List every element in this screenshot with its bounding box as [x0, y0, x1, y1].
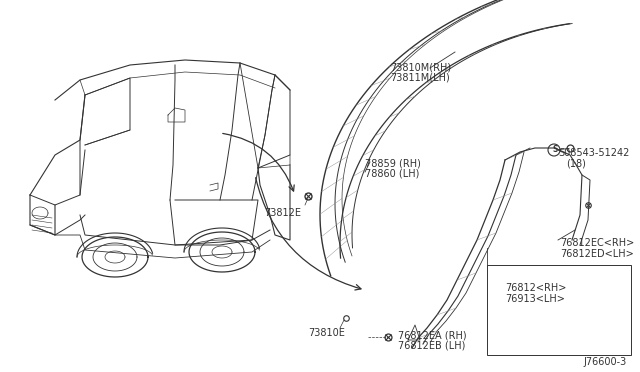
Text: 76812EA (RH): 76812EA (RH) — [398, 330, 467, 340]
Circle shape — [548, 144, 560, 156]
Text: 73810E: 73810E — [308, 328, 345, 338]
Text: 78859 (RH): 78859 (RH) — [365, 158, 421, 168]
Text: 76812<RH>: 76812<RH> — [505, 283, 566, 293]
Text: 76812EB (LH): 76812EB (LH) — [398, 341, 465, 351]
Bar — [487, 265, 631, 355]
Text: 76913<LH>: 76913<LH> — [505, 294, 565, 304]
Text: S08543-51242: S08543-51242 — [558, 148, 629, 158]
Text: 73810M(RH): 73810M(RH) — [390, 62, 451, 72]
Text: 76812EC<RH>: 76812EC<RH> — [560, 238, 634, 248]
Text: 78860 (LH): 78860 (LH) — [365, 169, 419, 179]
Text: (18): (18) — [566, 159, 586, 169]
Text: S: S — [552, 145, 557, 154]
Text: 76812ED<LH>: 76812ED<LH> — [560, 249, 634, 259]
Text: J76600-3: J76600-3 — [584, 357, 627, 367]
Text: 73812E: 73812E — [264, 208, 301, 218]
Text: 73811M(LH): 73811M(LH) — [390, 73, 450, 83]
